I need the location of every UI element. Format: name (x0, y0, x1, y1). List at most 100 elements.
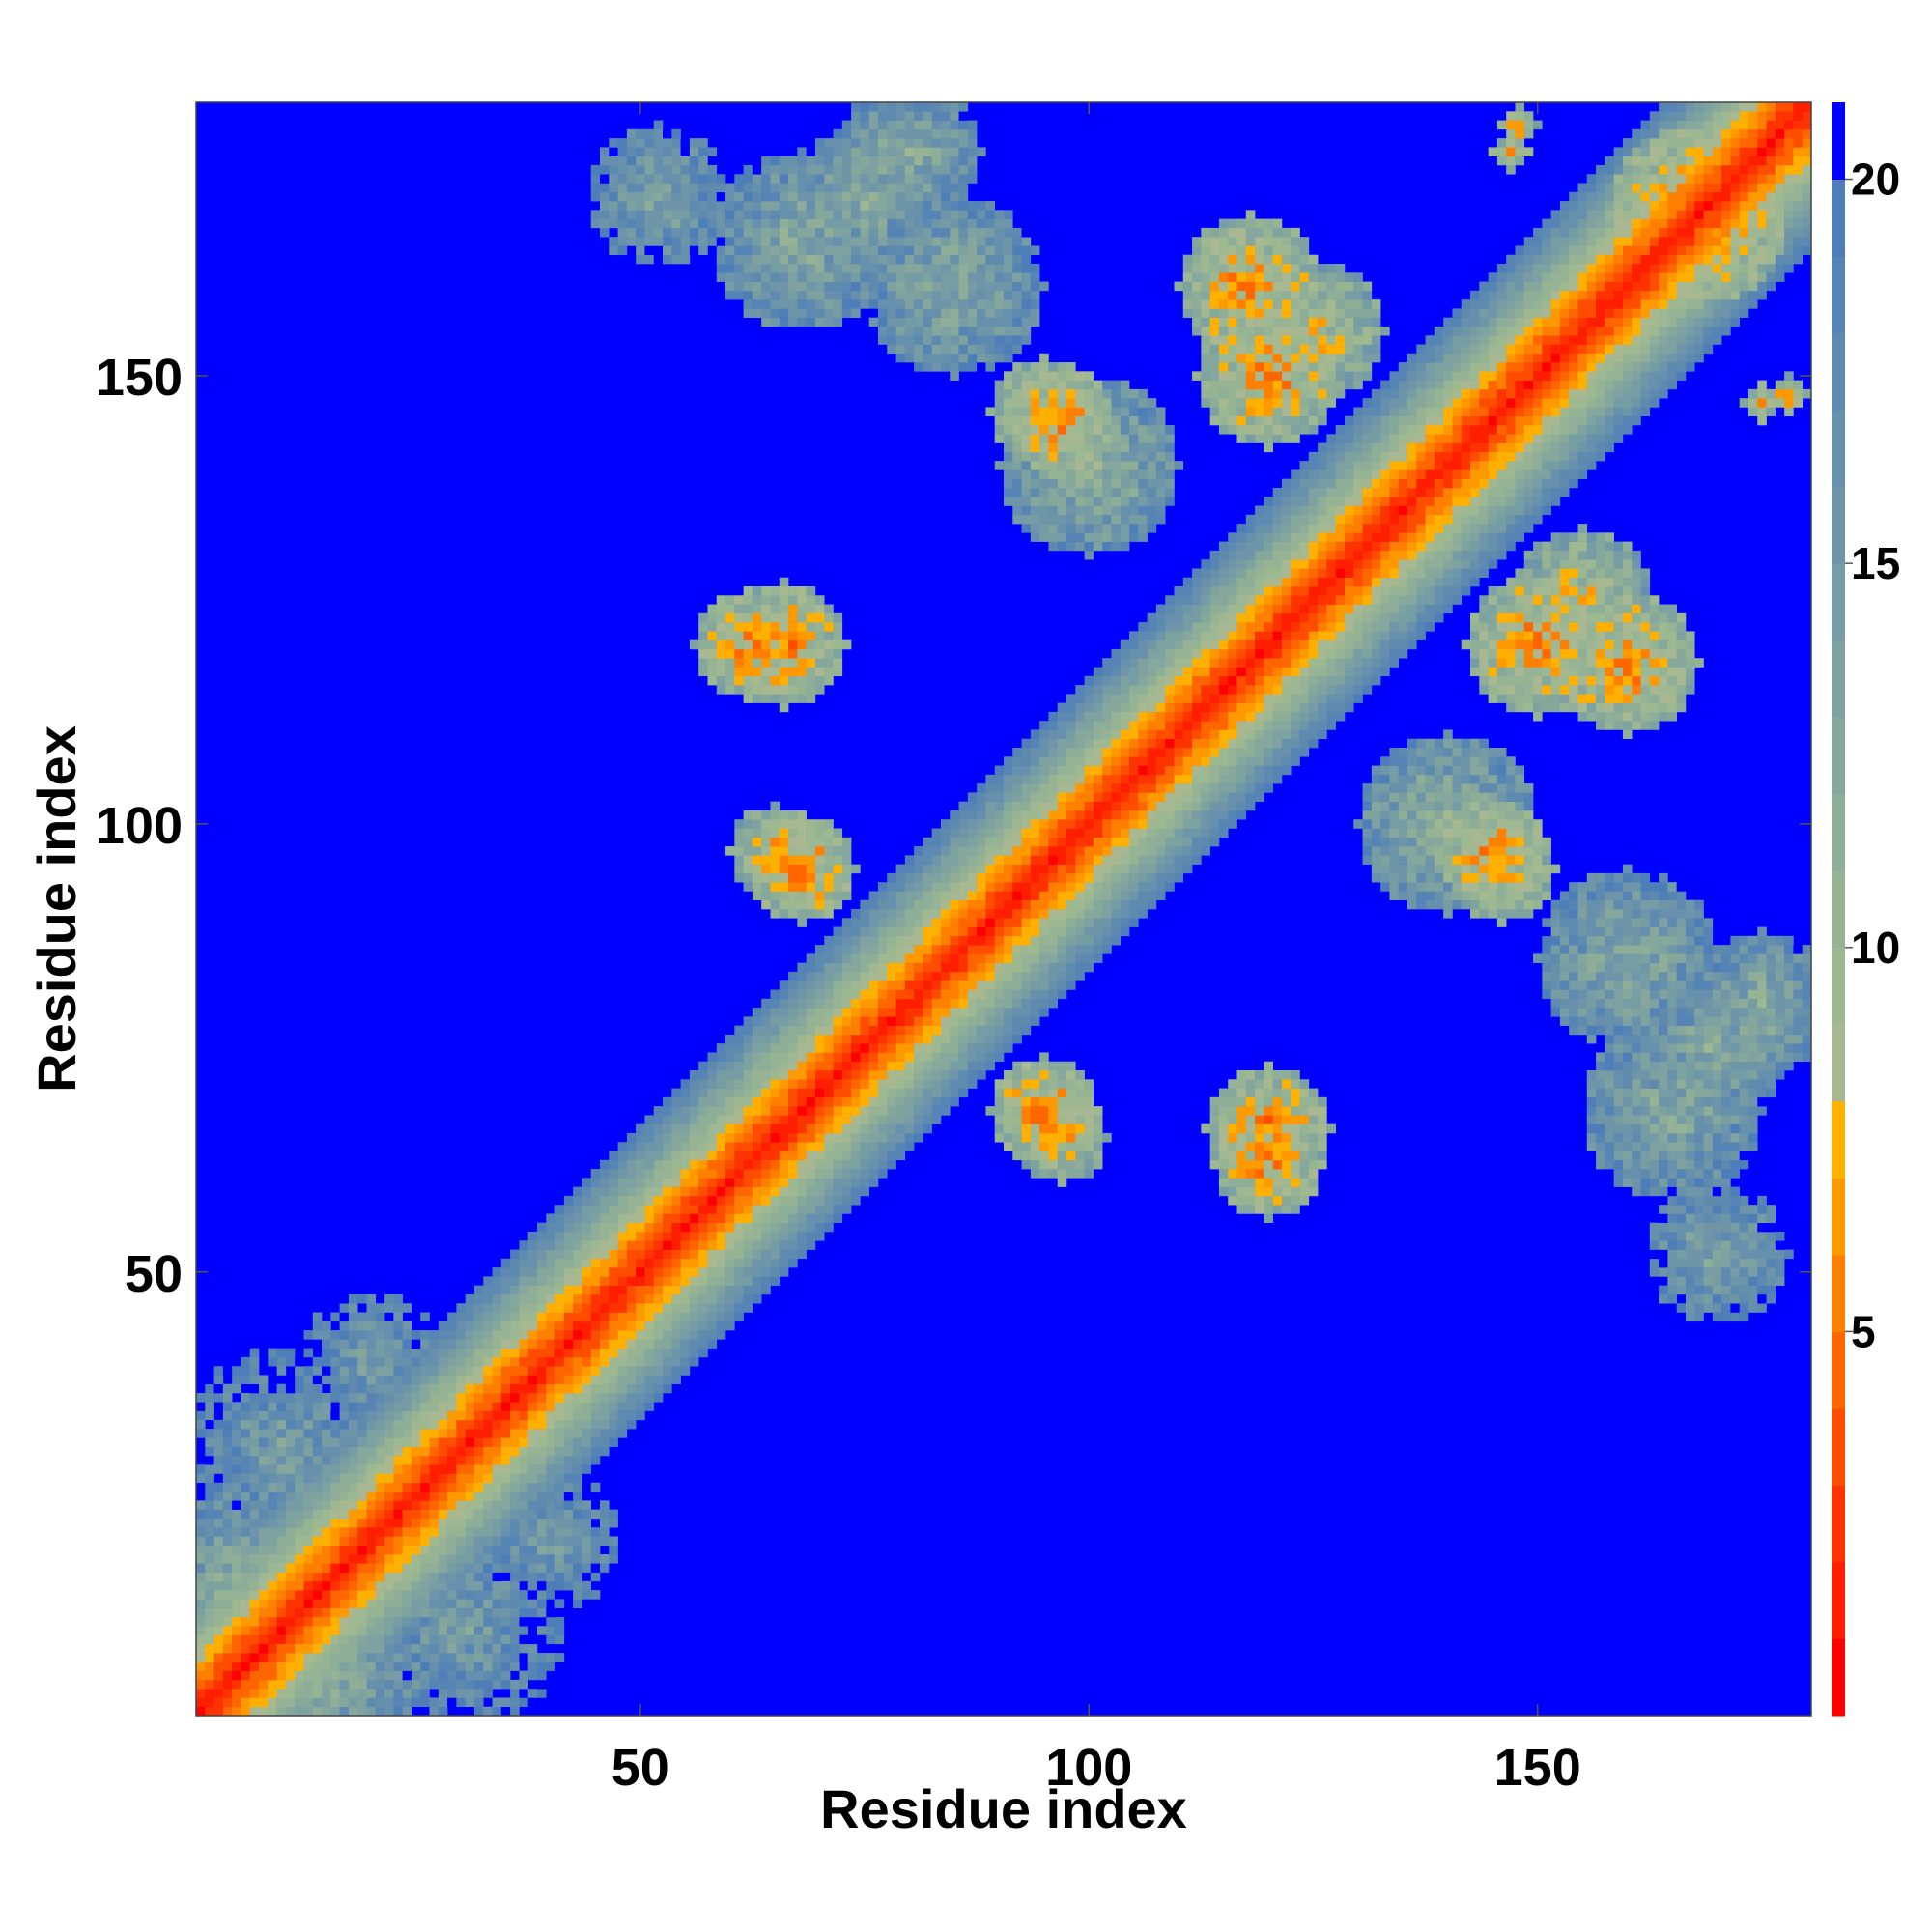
heatmap-cell (1004, 1025, 1013, 1036)
heatmap-cell (923, 111, 932, 121)
heatmap-cell (213, 1626, 224, 1635)
heatmap-cell (716, 1232, 726, 1241)
heatmap-cell (447, 1464, 457, 1474)
heatmap-cell (851, 237, 861, 246)
heatmap-cell (205, 1527, 214, 1537)
heatmap-cell (276, 1572, 287, 1582)
heatmap-cell (779, 891, 789, 901)
heatmap-cell (268, 1492, 277, 1501)
heatmap-cell (895, 1016, 906, 1026)
heatmap-cell (985, 344, 996, 355)
heatmap-cell (295, 1590, 304, 1600)
heatmap-cell (312, 1599, 323, 1608)
heatmap-cell (940, 980, 951, 990)
heatmap-cell (573, 1455, 582, 1465)
heatmap-cell (788, 1159, 798, 1170)
heatmap-cell (752, 1043, 762, 1053)
heatmap-cell (626, 156, 637, 166)
heatmap-cell (259, 1689, 269, 1698)
heatmap-cell (249, 1563, 260, 1573)
heatmap-cell (914, 1123, 923, 1134)
heatmap-cell (1021, 237, 1032, 246)
heatmap-cell (626, 1348, 637, 1358)
heatmap-cell (895, 138, 906, 148)
heatmap-cell (725, 1232, 735, 1241)
heatmap-cell (573, 1402, 582, 1411)
heatmap-cell (295, 1492, 304, 1501)
heatmap-cell (950, 335, 959, 345)
heatmap-cell (887, 102, 896, 112)
heatmap-cell (689, 1115, 699, 1124)
heatmap-cell (276, 1643, 287, 1654)
heatmap-cell (1012, 1106, 1022, 1116)
heatmap-cell (303, 1500, 314, 1510)
heatmap-cell (617, 1169, 628, 1179)
heatmap-cell (1012, 371, 1022, 381)
heatmap-cell (743, 227, 753, 238)
heatmap-cell (456, 1482, 466, 1492)
heatmap-cell (527, 1653, 538, 1662)
heatmap-cell (940, 326, 951, 336)
heatmap-cell (833, 658, 843, 668)
heatmap-cell (473, 1572, 484, 1582)
heatmap-cell (519, 1607, 528, 1618)
heatmap-cell (994, 980, 1005, 990)
heatmap-cell (680, 1240, 691, 1250)
heatmap-cell (770, 1258, 781, 1268)
heatmap-cell (1004, 918, 1013, 927)
heatmap-cell (940, 1106, 951, 1116)
heatmap-cell (671, 1232, 681, 1241)
heatmap-cell (761, 658, 771, 668)
heatmap-cell (339, 1356, 350, 1367)
heatmap-cell (213, 1527, 224, 1537)
heatmap-cell (546, 1509, 555, 1520)
heatmap-cell (636, 1356, 645, 1367)
heatmap-cell (456, 1653, 466, 1662)
heatmap-cell (904, 1123, 915, 1134)
heatmap-cell (806, 237, 816, 246)
heatmap-cell (249, 1500, 260, 1510)
heatmap-cell (698, 1079, 708, 1089)
heatmap-cell (770, 837, 781, 847)
heatmap-cell (833, 164, 843, 175)
heatmap-cell (887, 281, 896, 292)
heatmap-cell (914, 971, 923, 981)
heatmap-cell (1021, 1142, 1032, 1151)
heatmap-cell (213, 1590, 224, 1600)
heatmap-cell (546, 1527, 555, 1537)
heatmap-cell (833, 1169, 843, 1179)
heatmap-cell (923, 935, 932, 946)
heatmap-cell (923, 120, 932, 130)
heatmap-cell (554, 1653, 565, 1662)
heatmap-cell (824, 631, 834, 640)
heatmap-cell (276, 1554, 287, 1564)
heatmap-cell (663, 1096, 672, 1107)
heatmap-cell (241, 1634, 251, 1645)
heatmap-cell (1021, 935, 1032, 946)
heatmap-cell (806, 882, 816, 892)
heatmap-cell (914, 872, 923, 883)
heatmap-cell (546, 1249, 555, 1260)
heatmap-cell (895, 237, 906, 246)
heatmap-cell (931, 335, 942, 345)
heatmap-cell (788, 1016, 798, 1026)
heatmap-cell (904, 227, 915, 238)
heatmap-cell (563, 1473, 574, 1484)
heatmap-cell (465, 1393, 475, 1403)
heatmap-cell (644, 1330, 655, 1340)
heatmap-cell (196, 1419, 206, 1430)
heatmap-cell (609, 210, 618, 219)
heatmap-cell (600, 1410, 610, 1421)
heatmap-cell (456, 1419, 466, 1430)
heatmap-cell (348, 1563, 358, 1573)
heatmap-cell (241, 1643, 251, 1654)
heatmap-cell (806, 1096, 816, 1107)
heatmap-cell (330, 1563, 340, 1573)
heatmap-cell (833, 953, 843, 963)
heatmap-cell (510, 1662, 520, 1671)
heatmap-cell (868, 245, 879, 256)
heatmap-cell (447, 1312, 457, 1322)
heatmap-cell (1030, 1008, 1040, 1017)
heatmap-cell (1012, 237, 1022, 246)
heatmap-cell (868, 281, 879, 292)
